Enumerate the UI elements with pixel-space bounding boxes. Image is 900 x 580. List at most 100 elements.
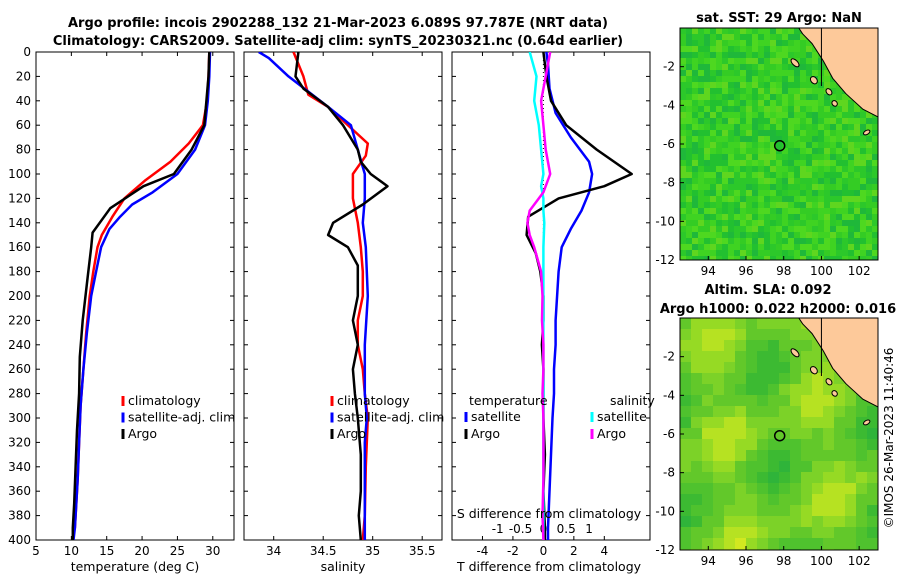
field-cell <box>728 28 735 35</box>
field-cell <box>722 190 729 197</box>
field-cell <box>704 136 711 143</box>
field-cell <box>764 250 771 257</box>
field-cell <box>848 100 855 107</box>
field-cell <box>698 232 705 239</box>
field-cell <box>746 82 753 89</box>
field-cell <box>834 406 846 418</box>
field-cell <box>752 154 759 161</box>
field-cell <box>812 82 819 89</box>
field-cell <box>680 538 692 550</box>
field-cell <box>692 34 699 41</box>
field-cell <box>692 40 699 47</box>
field-cell <box>770 70 777 77</box>
field-cell <box>788 112 795 119</box>
field-cell <box>806 166 813 173</box>
field-cell <box>830 226 837 233</box>
field-cell <box>680 34 687 41</box>
field-cell <box>692 142 699 149</box>
field-cell <box>704 46 711 53</box>
field-cell <box>770 214 777 221</box>
field-cell <box>866 124 873 131</box>
field-cell <box>686 34 693 41</box>
field-cell <box>680 70 687 77</box>
island <box>825 88 833 96</box>
field-cell <box>788 70 795 77</box>
field-cell <box>713 538 725 550</box>
field-cell <box>702 428 714 440</box>
field-cell <box>746 160 753 167</box>
field-cell <box>702 483 714 495</box>
field-cell <box>848 232 855 239</box>
field-cell <box>746 461 758 473</box>
field-cell <box>752 172 759 179</box>
field-cell <box>698 244 705 251</box>
field-cell <box>768 329 780 341</box>
field-cell <box>782 46 789 53</box>
field-cell <box>867 538 878 550</box>
field-cell <box>710 142 717 149</box>
field-cell <box>716 136 723 143</box>
field-cell <box>691 527 703 539</box>
field-cell <box>776 250 783 257</box>
field-cell <box>824 142 831 149</box>
field-cell <box>752 160 759 167</box>
field-cell <box>722 154 729 161</box>
field-cell <box>680 142 687 149</box>
field-cell <box>702 395 714 407</box>
s-difference-xlabel: S difference from climatology <box>457 506 642 521</box>
field-cell <box>806 70 813 77</box>
field-cell <box>735 538 747 550</box>
field-cell <box>776 100 783 107</box>
field-cell <box>866 190 873 197</box>
field-cell <box>734 148 741 155</box>
field-cell <box>812 351 824 363</box>
field-cell <box>764 112 771 119</box>
field-cell <box>680 178 687 185</box>
field-cell <box>734 256 741 260</box>
field-cell <box>698 196 705 203</box>
field-cell <box>788 226 795 233</box>
field-cell <box>680 100 687 107</box>
field-cell <box>842 130 849 137</box>
field-cell <box>764 256 771 260</box>
field-cell <box>713 439 725 451</box>
field-cell <box>692 184 699 191</box>
field-cell <box>746 362 758 374</box>
field-cell <box>704 64 711 71</box>
field-cell <box>770 244 777 251</box>
field-cell <box>790 527 802 539</box>
field-cell <box>776 76 783 83</box>
field-cell <box>728 88 735 95</box>
field-cell <box>746 384 758 396</box>
field-cell <box>782 208 789 215</box>
field-cell <box>782 136 789 143</box>
field-cell <box>680 472 692 484</box>
field-cell <box>764 106 771 113</box>
x-tick-label: 10 <box>64 544 79 558</box>
field-cell <box>866 244 873 251</box>
field-cell <box>746 516 758 528</box>
field-cell <box>794 70 801 77</box>
field-cell <box>790 439 802 451</box>
field-cell <box>790 461 802 473</box>
field-cell <box>818 166 825 173</box>
field-cell <box>713 384 725 396</box>
field-cell <box>746 106 753 113</box>
field-cell <box>724 472 736 484</box>
field-cell <box>830 88 837 95</box>
field-cell <box>770 166 777 173</box>
field-cell <box>794 172 801 179</box>
field-cell <box>800 88 807 95</box>
field-cell <box>758 76 765 83</box>
field-cell <box>746 88 753 95</box>
field-cell <box>782 28 789 35</box>
field-cell <box>768 461 780 473</box>
field-cell <box>812 106 819 113</box>
imos-timestamp: ©IMOS 26-Mar-2023 11:40:46 <box>882 348 896 529</box>
field-cell <box>856 516 868 528</box>
field-cell <box>692 118 699 125</box>
field-cell <box>776 154 783 161</box>
field-cell <box>757 340 769 352</box>
field-cell <box>790 549 802 550</box>
field-cell <box>746 76 753 83</box>
